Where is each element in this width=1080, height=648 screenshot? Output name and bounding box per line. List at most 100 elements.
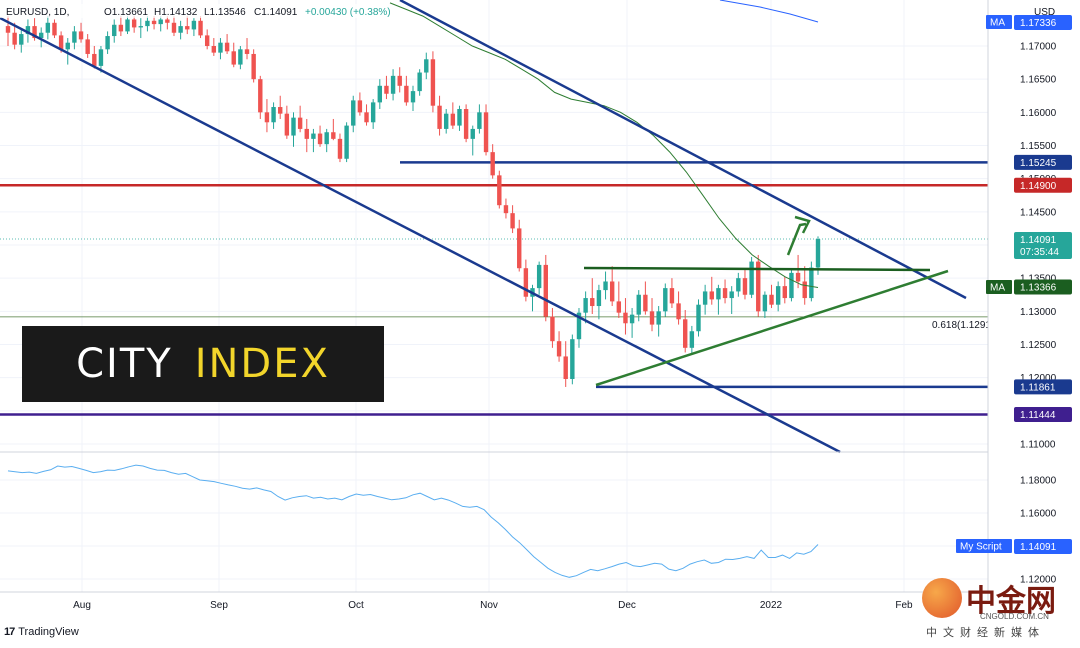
ma-top-value-tag: 1.17336 [1014,15,1072,30]
close-value: C1.14091 [254,7,298,18]
symbol-legend[interactable]: EURUSD, 1D, O1.13661 H1.14132 L1.13546 C… [0,4,391,18]
candle-body [510,213,515,229]
open-value: O1.13661 [104,7,148,18]
candle-body [629,314,635,324]
candle-body [583,298,588,313]
script-name-tag: My Script [956,539,1012,553]
candle-body [709,291,714,300]
breakout-arrow [786,222,807,256]
candle-body [782,286,788,299]
candle-body [344,125,349,159]
currency-label: USD [1034,7,1055,18]
sub-tick-label: 1.16000 [1020,509,1057,520]
candle-body [517,228,522,269]
candle-body [430,59,436,106]
change-value: +0.00430 (+0.38%) [305,7,391,18]
candle-body [224,42,230,52]
candle-body [477,112,482,129]
ma-bottom-name-tag-text: MA [990,283,1005,294]
candle-body [171,22,177,33]
candle-body [25,26,31,35]
logo-word-index: INDEX [194,341,330,387]
candle-body [264,112,270,123]
price-tick-label: 1.12500 [1020,340,1057,351]
candle-body [38,32,44,39]
chart-grid [0,0,988,592]
horizontal-levels: 0.618(1.12917) [0,161,1000,416]
candle-body [72,31,77,43]
trend-overlays [0,0,967,454]
last-price-tag-text: 1.14091 [1020,235,1057,246]
level-11444-tag: 1.11444 [1014,407,1072,423]
price-tick-label: 1.14500 [1020,207,1057,218]
candle-body [158,19,163,25]
ma-top-name-tag-bg [986,15,1012,29]
candle-body [623,312,628,324]
candle-body [656,311,661,325]
price-tick-label: 1.11000 [1020,440,1056,451]
candle-body [251,53,256,80]
price-tick-label: 1.17000 [1020,42,1057,53]
price-tick-label: 1.16000 [1020,108,1057,119]
last-price-tag-text: 07:35:44 [1020,247,1059,258]
cngold-logo-icon [922,578,962,618]
candle-body [370,102,376,123]
candle-body [749,261,754,295]
candle-body [736,278,741,292]
candle-body [437,105,442,129]
ma-bottom-value-tag: 1.13366 [1014,279,1072,295]
candle-body [337,138,343,159]
price-tick-label: 1.12000 [1020,373,1057,384]
candle-body [198,20,203,36]
month-label: Aug [73,600,91,611]
my-script-pane [7,464,819,578]
candle-body [616,301,622,313]
level-14900-tag-text: 1.14900 [1020,181,1057,192]
candle-body [497,175,502,206]
level-14900-tag: 1.14900 [1014,177,1072,193]
candle-body [377,85,383,103]
candle-body [809,267,814,299]
price-tags: MA 1.173361.152451.149001.1409107:35:44MA… [956,15,1072,554]
ma-top-value-tag-text: 1.17336 [1020,18,1057,29]
candle-body [125,19,130,32]
candle-body [424,59,429,73]
candle-body [145,20,150,27]
script-name-tag-text: My Script [960,542,1002,553]
candle-body [118,24,124,32]
candle-body [576,312,582,340]
cngold-watermark: 中金网 CNGOLD.COM.CN 中文财经新媒体 [922,574,1072,642]
candle-body [815,239,821,268]
candle-body [271,107,276,123]
candle-body [19,34,24,45]
candle-body [762,294,768,312]
candle-body [683,319,688,348]
month-label: Oct [348,600,364,611]
candle-body [284,113,290,136]
script-value-tag: 1.14091 [1014,539,1072,554]
candle-body [390,75,396,94]
tradingview-brand[interactable]: 17 TradingView [4,626,79,638]
candle-body [151,20,157,25]
candle-body [131,19,137,28]
candles [5,16,821,387]
candle-body [304,128,309,139]
month-label: Sep [210,600,228,611]
candle-body [543,264,548,317]
candle-body [317,133,323,145]
candle-body [523,268,529,297]
month-label: Nov [480,600,498,611]
candle-body [105,36,110,50]
sub-tick-label: 1.12000 [1020,575,1057,586]
channel-lower-line [0,16,841,454]
price-axis-bg[interactable] [988,0,1080,600]
fib-label: 0.618(1.12917) [932,320,1000,331]
price-tick-label: 1.13000 [1020,307,1057,318]
candle-body [789,272,794,299]
ma-bottom-value-tag-bg [1014,279,1072,295]
candle-body [756,261,761,312]
candle-body [238,49,243,65]
city-index-logo: CITY INDEX [22,326,384,402]
symbol-label: EURUSD, 1D, [6,7,69,18]
